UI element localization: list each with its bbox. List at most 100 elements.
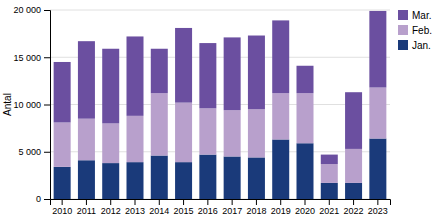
tick-mark xyxy=(256,199,257,205)
tick-mark xyxy=(86,199,87,205)
bar xyxy=(175,28,192,103)
tick: 0 xyxy=(36,194,50,204)
tick: 2016 xyxy=(198,199,218,216)
bar xyxy=(369,11,386,88)
legend-swatch xyxy=(398,40,408,50)
legend: Mar. Feb. Jan. xyxy=(398,10,432,51)
tick-label: 2022 xyxy=(344,206,364,216)
legend-item: Mar. xyxy=(398,10,431,21)
tick: 2018 xyxy=(246,199,266,216)
tick: 2020 xyxy=(295,199,315,216)
tick-mark xyxy=(305,199,306,205)
bar xyxy=(224,156,241,199)
tick-label: 20 000 xyxy=(13,5,41,15)
bar xyxy=(321,155,338,164)
tick: 2014 xyxy=(149,199,169,216)
tick-mark xyxy=(44,199,50,200)
tick-label: 5 000 xyxy=(18,147,41,157)
tick-mark xyxy=(62,199,63,205)
tick-label: 2012 xyxy=(101,206,121,216)
tick-label: 2020 xyxy=(295,206,315,216)
tick-label: 2018 xyxy=(246,206,266,216)
tick-label: 10 000 xyxy=(13,100,41,110)
bar xyxy=(248,36,265,110)
bar xyxy=(127,36,144,115)
bar xyxy=(272,20,289,93)
bar xyxy=(175,103,192,163)
tick-mark xyxy=(110,199,111,205)
tick-label: 2023 xyxy=(368,206,388,216)
tick: 2022 xyxy=(344,199,364,216)
chart: 0 5 000 10 000 15 000 20 000 2010 2011 2012 2013… xyxy=(0,0,438,221)
tick: 2019 xyxy=(271,199,291,216)
bar xyxy=(78,41,95,118)
tick-label: 0 xyxy=(36,194,41,204)
tick: 2012 xyxy=(101,199,121,216)
tick-mark xyxy=(280,199,281,205)
bar xyxy=(345,183,362,199)
bars xyxy=(54,11,387,199)
tick: 2011 xyxy=(77,199,96,216)
tick-label: 15 000 xyxy=(13,53,41,63)
bar xyxy=(54,167,71,199)
tick-label: 2015 xyxy=(174,206,194,216)
tick-mark xyxy=(207,199,208,205)
bar xyxy=(102,49,119,124)
bar xyxy=(175,162,192,199)
legend-label: Jan. xyxy=(412,40,431,51)
bar xyxy=(102,163,119,199)
legend-item: Jan. xyxy=(398,40,431,51)
tick: 10 000 xyxy=(13,100,50,110)
tick: 2023 xyxy=(368,199,388,216)
axis-line xyxy=(51,200,391,206)
bar xyxy=(248,109,265,157)
y-axis-title: Antal xyxy=(2,93,13,116)
tick: 2021 xyxy=(319,199,339,216)
bar xyxy=(54,122,71,166)
tick-label: 2010 xyxy=(52,206,72,216)
grid xyxy=(50,10,390,199)
tick-mark xyxy=(329,199,330,205)
tick-mark xyxy=(44,57,50,58)
tick: 2010 xyxy=(52,199,72,216)
bar xyxy=(151,156,168,199)
plot: 0 5 000 10 000 15 000 20 000 2010 2011 2012 2013… xyxy=(13,5,390,216)
tick-label: 2016 xyxy=(198,206,218,216)
bar xyxy=(199,108,216,154)
chart-container: 0 5 000 10 000 15 000 20 000 2010 2011 2012 2013… xyxy=(0,0,438,221)
tick-label: 2019 xyxy=(271,206,291,216)
tick-mark xyxy=(135,199,136,205)
tick-label: 2017 xyxy=(222,206,242,216)
bar xyxy=(224,110,241,156)
legend-swatch xyxy=(398,25,408,35)
bar xyxy=(199,155,216,199)
bar xyxy=(78,119,95,161)
bar xyxy=(224,37,241,110)
tick-mark xyxy=(159,199,160,205)
bar xyxy=(78,160,95,199)
y-axis: 0 5 000 10 000 15 000 20 000 xyxy=(13,5,50,204)
tick: 20 000 xyxy=(13,5,50,15)
bar xyxy=(199,43,216,108)
bar xyxy=(151,93,168,155)
tick: 2017 xyxy=(222,199,242,216)
tick: 5 000 xyxy=(18,147,50,157)
legend-item: Feb. xyxy=(398,25,432,36)
bar xyxy=(248,157,265,199)
bar xyxy=(369,87,386,138)
tick-mark xyxy=(44,105,50,106)
bar xyxy=(127,116,144,162)
bar xyxy=(127,162,144,199)
tick-mark xyxy=(44,10,50,11)
tick: 2013 xyxy=(125,199,145,216)
tick-mark xyxy=(353,199,354,205)
tick-label: 2014 xyxy=(149,206,169,216)
bar xyxy=(151,49,168,93)
grid-line xyxy=(50,151,390,152)
bar xyxy=(297,93,314,143)
series xyxy=(54,11,387,164)
tick-mark xyxy=(232,199,233,205)
tick-mark xyxy=(377,199,378,205)
tick: 2015 xyxy=(174,199,194,216)
bar xyxy=(297,66,314,93)
